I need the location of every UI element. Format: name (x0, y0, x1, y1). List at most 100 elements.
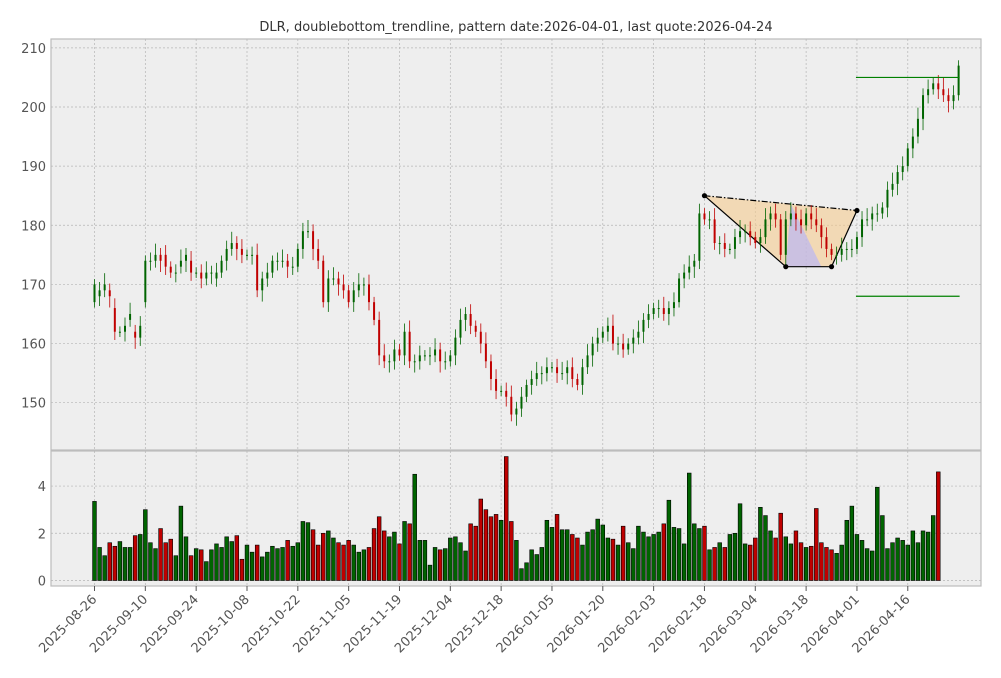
candle-body (515, 408, 518, 415)
candle-body (678, 278, 681, 303)
price-tick-label: 190 (21, 160, 46, 175)
volume-bar (178, 505, 184, 581)
volume-bar (326, 530, 331, 581)
volume-bar (107, 542, 112, 581)
candle-body (637, 331, 640, 338)
candle-body (784, 219, 787, 255)
volume-bar (412, 473, 417, 581)
candle-body (749, 231, 752, 238)
candle-body (469, 313, 472, 326)
candle-body (662, 308, 665, 314)
volume-bar (224, 536, 229, 581)
candle-body (210, 272, 213, 274)
volume-bar (275, 548, 280, 581)
candle-body (810, 213, 813, 220)
volume-bar (549, 527, 555, 581)
candle-body (723, 243, 726, 249)
candle-body (840, 248, 843, 255)
volume-bar (534, 554, 539, 581)
volume-bar (565, 529, 570, 581)
candle-body (764, 219, 767, 238)
volume-bar (285, 540, 290, 581)
volume-bar (580, 544, 585, 581)
volume-bar (758, 507, 763, 581)
volume-bar (300, 521, 306, 581)
candle-body (149, 260, 152, 262)
candle-body (139, 325, 142, 338)
candle-body (906, 148, 909, 167)
volume-bar (321, 532, 326, 581)
volume-bar (875, 486, 880, 581)
volume-bar (407, 523, 412, 581)
candle-body (342, 284, 345, 291)
volume-bar (117, 541, 123, 581)
volume-bar (788, 543, 794, 581)
pattern-edge (830, 210, 858, 267)
volume-bar (244, 544, 250, 581)
candle-body (754, 237, 757, 244)
volume-bar (783, 536, 788, 581)
candle-body (347, 290, 350, 303)
price-tick-label: 210 (21, 42, 46, 57)
candle-body (769, 213, 772, 220)
candle-body (535, 373, 538, 380)
volume-bar (315, 544, 321, 581)
candle-body (830, 248, 833, 255)
volume-bar (880, 515, 885, 581)
volume-bar (270, 545, 275, 581)
volume-bar (290, 545, 295, 581)
pattern-point (828, 264, 835, 270)
candle-body (891, 183, 894, 190)
candle-body (327, 278, 330, 303)
volume-bar (387, 536, 392, 581)
candle-body (281, 260, 284, 262)
volume-bar (605, 537, 611, 581)
volume-bar (122, 547, 128, 581)
volume-bar (930, 515, 936, 581)
volume-bar (97, 547, 102, 581)
price-tick-label: 200 (21, 101, 46, 116)
volume-bar (676, 528, 682, 581)
volume-bar (920, 530, 926, 581)
volume-bar (839, 544, 844, 581)
volume-bar (819, 542, 824, 581)
candle-body (540, 373, 543, 375)
volume-bar (138, 534, 143, 581)
volume-bar (864, 548, 870, 581)
candle-body (205, 272, 208, 279)
candle-body (601, 331, 604, 338)
candle-body (200, 272, 203, 279)
volume-bar (692, 523, 697, 581)
candle-body (505, 390, 508, 397)
candle-body (235, 243, 238, 249)
price-tick-label: 170 (21, 278, 46, 293)
volume-bar (346, 540, 351, 581)
volume-bar (585, 531, 590, 581)
candle-body (789, 213, 792, 220)
candle-body (530, 379, 533, 385)
volume-bar (371, 528, 377, 581)
candle-body (423, 355, 426, 357)
candle-body (398, 349, 401, 356)
volume-bar (265, 551, 270, 581)
candle-body (449, 355, 452, 362)
volume-bar (885, 548, 890, 581)
candle-body (266, 272, 269, 279)
volume-bar (600, 524, 606, 581)
candle-body (708, 219, 711, 221)
volume-bar (900, 540, 905, 581)
candle-body (129, 313, 132, 320)
candle-body (703, 213, 706, 220)
pattern-point (783, 264, 789, 270)
candle-body (164, 254, 167, 267)
trendline (704, 195, 858, 212)
candle-body (911, 136, 914, 149)
candle-body (952, 95, 955, 102)
candle-body (184, 254, 187, 261)
volume-bar (143, 509, 148, 581)
candle-body (123, 325, 126, 332)
candle-body (759, 237, 762, 244)
candle-body (291, 266, 294, 268)
volume-bar (681, 543, 687, 581)
